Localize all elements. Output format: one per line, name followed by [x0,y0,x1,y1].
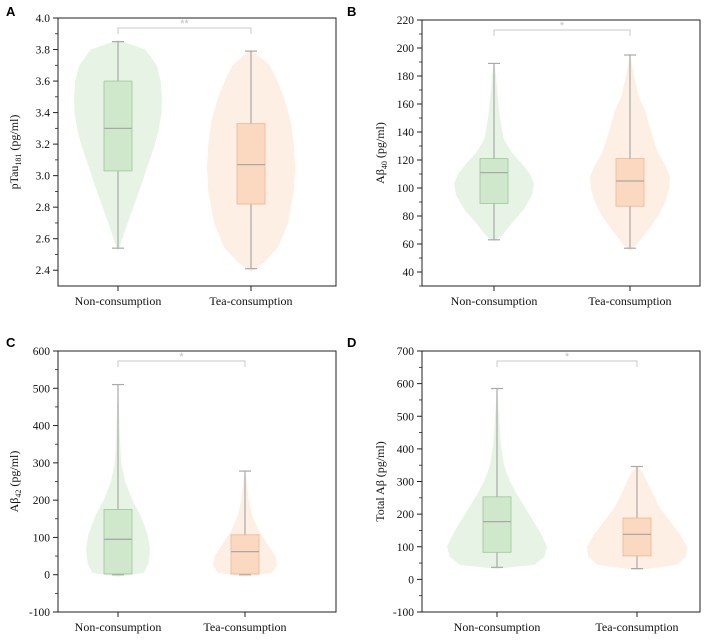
significance-bracket [117,27,252,34]
y-tick-label: 120 [397,155,415,167]
y-tick-label: -100 [393,607,414,619]
x-tick-label: Tea-consumption [209,294,292,308]
y-tick-label: 3.6 [36,76,51,88]
y-tick-label: 600 [33,346,51,358]
y-tick-label: 100 [33,532,51,544]
significance-bracket [496,360,638,367]
x-tick-label: Non-consumption [451,294,538,308]
y-tick-label: 200 [33,495,51,507]
x-tick-label: Non-consumption [75,294,162,308]
plot-frame [57,17,337,287]
y-tick-label: 180 [397,71,415,83]
y-tick-label: 600 [397,379,415,391]
panel-d: D -100 0 100 200 300 400 500 600 700 Non-consumpti… [347,335,701,634]
panel-a: A 2.4 2.6 2.8 3.0 3.2 3.4 3.6 3.8 4.0 Non-consumpt… [6,4,337,308]
y-tick-label: 500 [397,411,415,423]
y-tick-label: 300 [33,458,51,470]
y-tick-label: 4.0 [36,13,51,25]
y-tick-label: 100 [397,183,415,195]
significance-label: * [179,351,184,363]
y-tick-label: 3.0 [36,171,51,183]
y-tick-label: 60 [403,239,415,251]
y-tick-label: 400 [33,421,51,433]
y-tick-label: 300 [397,477,415,489]
y-tick-label: 400 [397,444,415,456]
y-tick-label: 3.8 [36,45,51,57]
significance-bracket [117,360,246,367]
box-tea-consumption [236,123,266,205]
y-tick-label: 0 [44,570,50,582]
y-tick-label: 220 [397,15,415,27]
y-axis-label: Total Aβ (pg/ml) [373,441,387,522]
x-tick-label: Tea-consumption [588,294,671,308]
y-axis-label: Aβ42 (pg/ml) [7,451,23,513]
y-tick-label: 700 [397,346,415,358]
panel-b: B 40 60 80 100 120 140 160 180 200 220 Non-consumpt… [347,4,701,308]
x-tick-label: Tea-consumption [595,620,678,634]
significance-label: ** [180,18,189,30]
y-tick-label: 2.4 [36,265,51,277]
x-tick-label: Non-consumption [75,620,162,634]
box-non-consumption [479,158,509,204]
plot-frame [421,19,701,287]
y-tick-label: 100 [397,542,415,554]
panel-letter: C [6,335,16,350]
y-axis-label: Aβ40 (pg/ml) [373,122,389,184]
y-tick-label: 200 [397,509,415,521]
y-tick-label: 3.4 [36,108,51,120]
y-tick-label: 40 [403,267,415,279]
y-tick-label: 3.2 [36,139,51,151]
plot-frame [421,350,701,613]
box-tea-consumption [615,158,645,207]
y-tick-label: 500 [33,383,51,395]
significance-label: * [560,20,565,32]
significance-bracket [493,29,631,36]
box-non-consumption [482,496,512,553]
y-tick-label: 2.6 [36,234,51,246]
y-tick-label: 140 [397,127,415,139]
y-tick-label: 0 [408,574,414,586]
panel-c: C -100 0 100 200 300 400 500 600 Non-consumption T… [6,335,337,634]
x-tick-label: Tea-consumption [203,620,286,634]
significance-label: * [565,351,570,363]
box-non-consumption [103,509,133,575]
box-tea-consumption [230,534,260,575]
y-tick-label: 80 [403,211,415,223]
panel-letter: B [347,4,356,19]
y-tick-label: -100 [29,607,50,619]
panel-letter: D [347,335,356,350]
box-tea-consumption [622,517,652,557]
y-axis-label: pTau181 (pg/ml) [7,115,23,190]
y-tick-label: 200 [397,43,415,55]
x-tick-label: Non-consumption [454,620,541,634]
panel-letter: A [6,4,16,19]
box-non-consumption [103,80,133,172]
y-tick-label: 2.8 [36,202,51,214]
y-tick-label: 160 [397,99,415,111]
